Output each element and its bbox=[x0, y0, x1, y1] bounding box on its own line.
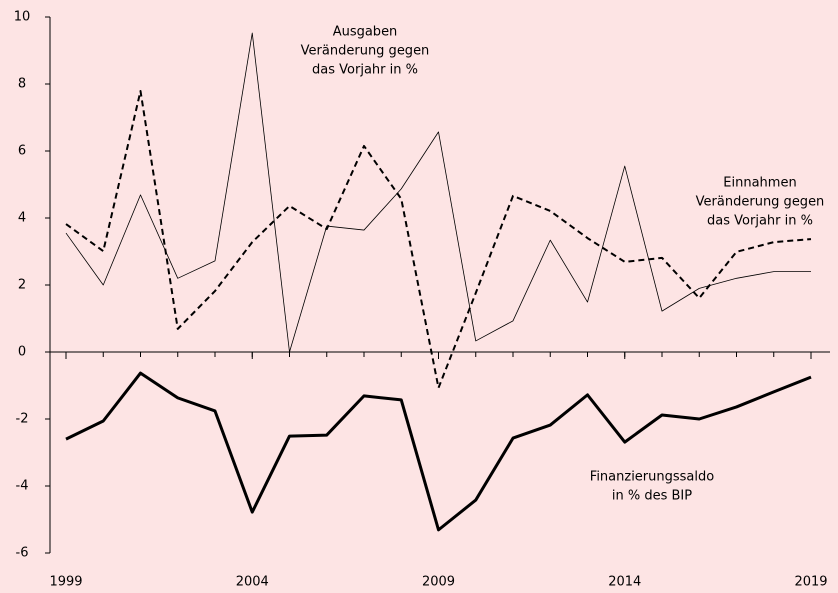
y-tick-label: 6 bbox=[18, 144, 26, 159]
annotation: das Vorjahr in % bbox=[312, 63, 418, 78]
annotation: Veränderung gegen bbox=[696, 195, 825, 210]
annotation: Ausgaben bbox=[333, 25, 398, 40]
annotation: Finanzierungssaldo bbox=[590, 470, 714, 485]
annotation: Einnahmen bbox=[723, 176, 796, 191]
series-line bbox=[65, 90, 812, 389]
x-tick-label: 2019 bbox=[794, 575, 827, 590]
series-line bbox=[65, 371, 812, 532]
y-tick-label: -4 bbox=[16, 479, 29, 494]
y-tick-label: 4 bbox=[18, 211, 26, 226]
y-tick-label: -6 bbox=[16, 546, 29, 561]
x-tick-label: 2004 bbox=[236, 575, 269, 590]
y-tick-label: 2 bbox=[18, 278, 26, 293]
x-tick-label: 2014 bbox=[608, 575, 641, 590]
annotation: das Vorjahr in % bbox=[707, 214, 813, 229]
y-tick-label: 10 bbox=[14, 10, 31, 25]
annotation: Veränderung gegen bbox=[301, 44, 430, 59]
y-tick-label: 8 bbox=[18, 77, 26, 92]
x-tick-label: 1999 bbox=[49, 575, 82, 590]
x-tick-label: 2009 bbox=[422, 575, 455, 590]
series-line bbox=[65, 32, 811, 353]
annotation: in % des BIP bbox=[612, 489, 692, 504]
y-tick-label: 0 bbox=[18, 345, 26, 360]
y-tick-label: -2 bbox=[16, 412, 29, 427]
